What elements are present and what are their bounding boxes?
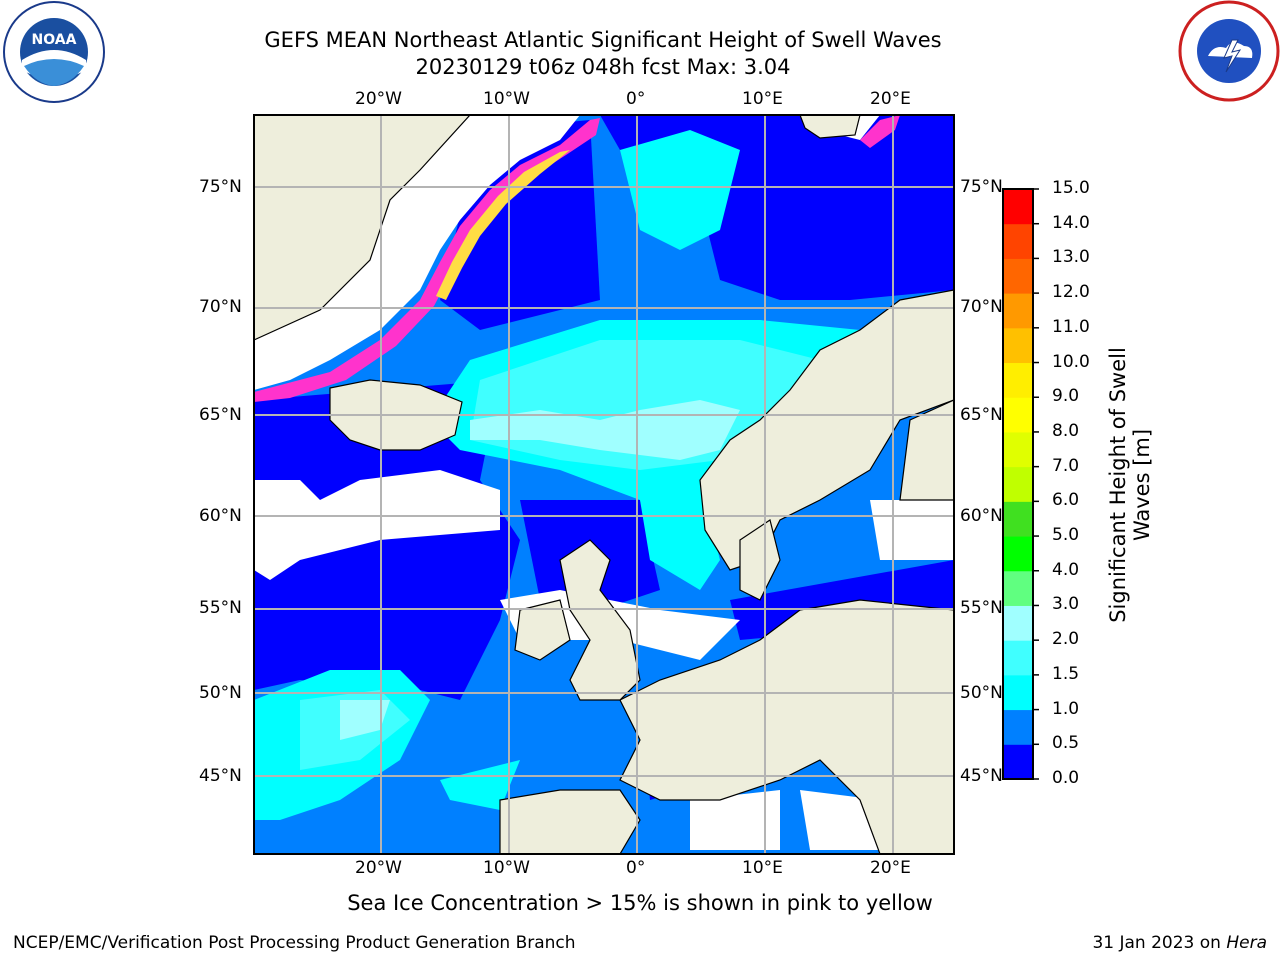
colorbar-title: Significant Height of Swell Waves [m] (1106, 347, 1154, 623)
colorbar-tick-label: 11.0 (1052, 316, 1090, 337)
no-data-region (870, 500, 954, 560)
lat-label-left: 45°N (199, 766, 242, 786)
colorbar-tick-label: 1.0 (1052, 698, 1080, 719)
colorbar-band (1003, 431, 1033, 468)
colorbar-band (1003, 501, 1033, 537)
lon-label-bottom: 20°E (870, 858, 911, 878)
scandinavia-land (699, 289, 954, 571)
lat-label-right: 45°N (960, 766, 1003, 786)
chart-title: GEFS MEAN Northeast Atlantic Significant… (264, 28, 942, 52)
lat-label-left: 70°N (199, 297, 242, 317)
swell-band-mid (620, 130, 740, 250)
colorbar-frame (1002, 188, 1034, 780)
graticule (254, 115, 954, 854)
colorbar-tick-label: 0.0 (1052, 768, 1080, 788)
lat-label-left: 60°N (199, 506, 242, 526)
colorbar-tick-label: 6.0 (1052, 490, 1080, 511)
map-frame (253, 114, 955, 855)
lon-label-bottom: 0° (626, 858, 646, 878)
lat-label-right: 60°N (960, 506, 1003, 526)
colorbar-band (1003, 640, 1033, 676)
ireland-land (514, 599, 571, 661)
sea-ice-footnote: Sea Ice Concentration > 15% is shown in … (347, 891, 933, 915)
lon-label-bottom: 10°W (483, 858, 530, 878)
lon-label-top: 20°W (355, 89, 402, 109)
sea-ice-edge (860, 115, 900, 148)
colorbar-tick-label: 1.5 (1052, 663, 1080, 684)
lat-label-right: 50°N (960, 683, 1003, 703)
noaa-logo-icon: NOAA (3, 1, 105, 103)
lat-label-left: 55°N (199, 598, 242, 618)
chart-subtitle: 20230129 t06z 048h fcst Max: 3.04 (415, 55, 791, 79)
swell-band-low (254, 380, 520, 700)
colorbar-band (1003, 674, 1033, 711)
lat-label-right: 65°N (960, 405, 1003, 425)
lon-label-top: 0° (626, 89, 646, 109)
colorbar-tick-label: 15.0 (1052, 178, 1090, 198)
colorbar-tick-label: 7.0 (1052, 455, 1080, 476)
colorbar-band (1003, 362, 1033, 398)
footer-host: Hera (1226, 933, 1267, 953)
no-data-region (690, 790, 780, 850)
lat-label-left: 50°N (199, 683, 242, 703)
great-britain-land (559, 539, 641, 701)
no-data-region (254, 470, 500, 580)
colorbar-band (1003, 189, 1033, 225)
no-data-region (800, 790, 880, 850)
finland-land (899, 399, 954, 501)
colorbar-tick-label: 2.0 (1052, 629, 1080, 650)
colorbar-tick-label: 14.0 (1052, 212, 1090, 233)
colorbar-tick-label: 8.0 (1052, 420, 1080, 441)
swell-band-mid (440, 760, 520, 810)
colorbar-band (1003, 466, 1033, 502)
europe-land (619, 599, 954, 854)
colorbar-band (1003, 709, 1033, 745)
colorbar-band (1003, 605, 1033, 641)
lat-label-right: 75°N (960, 177, 1003, 197)
colorbar-band (1003, 223, 1033, 259)
colorbar (1002, 188, 1039, 780)
colorbar-band (1003, 293, 1033, 329)
colorbar-title-line1: Significant Height of Swell (1106, 347, 1130, 623)
colorbar-tick-label: 9.0 (1052, 386, 1080, 407)
lon-label-top: 20°E (870, 89, 911, 109)
lon-label-top: 10°E (742, 89, 783, 109)
footer-date-text: 31 Jan 2023 on (1092, 933, 1227, 953)
svalbard-land (799, 115, 861, 139)
colorbar-band (1003, 744, 1033, 780)
lat-label-left: 65°N (199, 405, 242, 425)
colorbar-tick-label: 0.5 (1052, 733, 1080, 754)
swell-band-peak (340, 700, 390, 740)
colorbar-tick-label: 5.0 (1052, 525, 1080, 546)
colorbar-tick-label: 12.0 (1052, 282, 1090, 303)
colorbar-tick-label: 13.0 (1052, 247, 1090, 268)
iberia-land (499, 789, 641, 854)
lon-label-top: 10°W (483, 89, 530, 109)
footer-date: 31 Jan 2023 on Hera (1092, 933, 1267, 953)
colorbar-band (1003, 327, 1033, 364)
nws-logo-icon (1178, 0, 1280, 102)
svg-text:NOAA: NOAA (32, 32, 77, 48)
colorbar-band (1003, 536, 1033, 572)
sea-ice-edge (436, 150, 570, 300)
colorbar-title-line2: Waves [m] (1130, 428, 1154, 542)
colorbar-tick-label: 10.0 (1052, 351, 1090, 372)
colorbar-band (1003, 258, 1033, 294)
footer-credit: NCEP/EMC/Verification Post Processing Pr… (13, 933, 576, 953)
lat-label-right: 55°N (960, 598, 1003, 618)
colorbar-tick-label: 3.0 (1052, 594, 1080, 615)
lon-label-bottom: 10°E (742, 858, 783, 878)
colorbar-band (1003, 397, 1033, 433)
lat-label-right: 70°N (960, 297, 1003, 317)
lat-label-left: 75°N (199, 177, 242, 197)
colorbar-tick-label: 4.0 (1052, 559, 1080, 580)
lon-label-bottom: 20°W (355, 858, 402, 878)
colorbar-band (1003, 570, 1033, 606)
